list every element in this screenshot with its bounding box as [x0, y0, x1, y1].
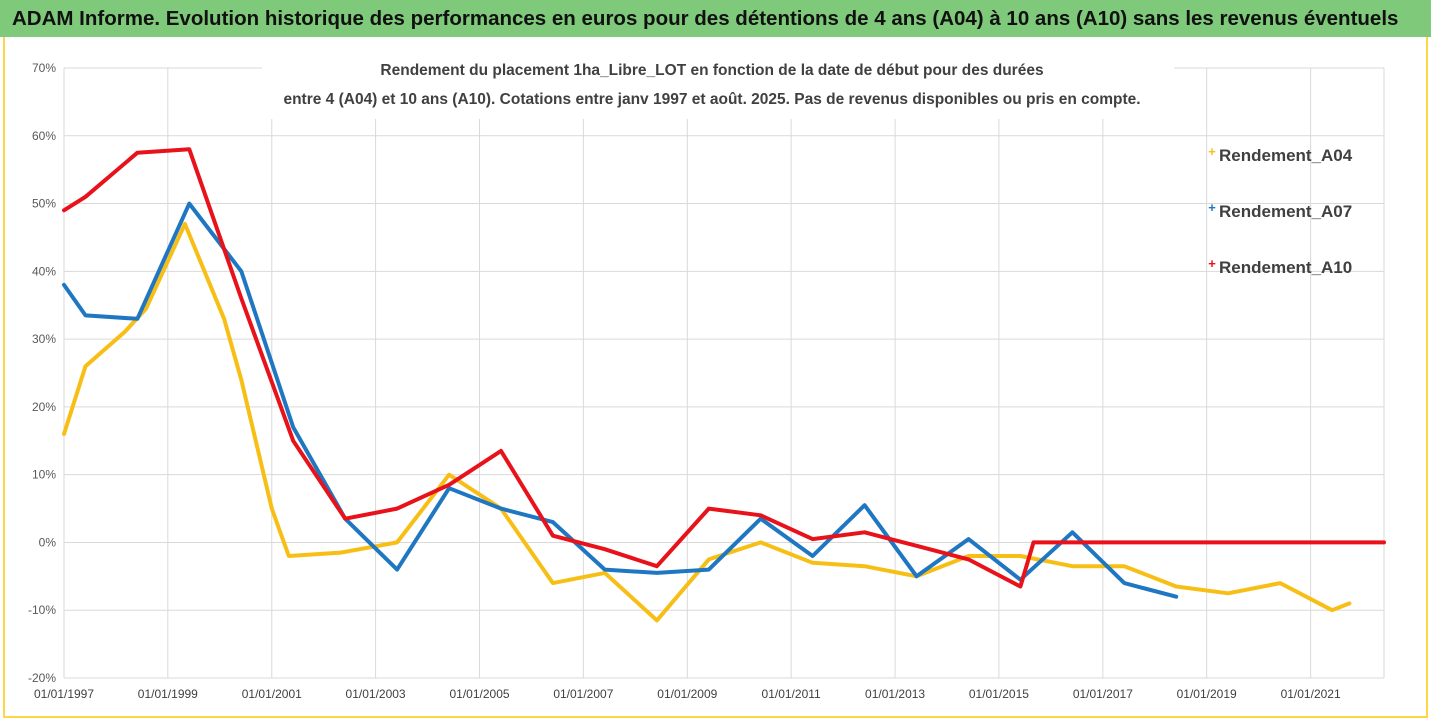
line-chart: 70% 60% 50% 40% 30% 20% 10% 0% -10% -20% 01/01/19…	[28, 49, 1386, 701]
y-tick-label: 20%	[32, 400, 56, 414]
legend-marker-a07: +	[1208, 200, 1216, 215]
chart-title-line2: entre 4 (A04) et 10 ans (A10). Cotations…	[283, 91, 1140, 108]
x-axis-tick-labels: 01/01/1997 01/01/1999 01/01/2001 01/01/2003…	[34, 687, 1341, 701]
x-tick-label: 01/01/2001	[242, 687, 302, 701]
series-line-a04	[62, 221, 1352, 623]
legend-background	[1176, 49, 1386, 297]
y-tick-label: 70%	[32, 61, 56, 75]
legend-label-a04: Rendement_A04	[1219, 146, 1353, 165]
x-tick-label: 01/01/2015	[969, 687, 1029, 701]
chart-frame	[3, 37, 1428, 718]
y-tick-label: 50%	[32, 197, 56, 211]
x-tick-label: 01/01/1997	[34, 687, 94, 701]
y-tick-label: 30%	[32, 332, 56, 346]
y-tick-label: -10%	[28, 603, 56, 617]
x-tick-label: 01/01/2013	[865, 687, 925, 701]
x-tick-label: 01/01/2007	[553, 687, 613, 701]
legend-label-a07: Rendement_A07	[1219, 202, 1352, 221]
y-tick-label: 10%	[32, 468, 56, 482]
x-tick-label: 01/01/2019	[1177, 687, 1237, 701]
y-tick-label: 60%	[32, 129, 56, 143]
x-tick-label: 01/01/1999	[138, 687, 198, 701]
report-banner-title: ADAM Informe. Evolution historique des p…	[0, 0, 1431, 37]
x-tick-label: 01/01/2021	[1281, 687, 1341, 701]
title-background	[262, 55, 1174, 119]
chart-legend: + Rendement_A04+ Rendement_A07+ Rendement_A…	[1208, 144, 1353, 277]
x-tick-label: 01/01/2017	[1073, 687, 1133, 701]
x-tick-label: 01/01/2003	[346, 687, 406, 701]
legend-marker-a04: +	[1208, 144, 1216, 159]
y-tick-label: 0%	[39, 535, 57, 549]
chart-title-line1: Rendement du placement 1ha_Libre_LOT en …	[380, 62, 1043, 79]
x-tick-label: 01/01/2009	[657, 687, 717, 701]
legend-label-a10: Rendement_A10	[1219, 258, 1352, 277]
series-line-a10	[62, 147, 1386, 589]
x-tick-label: 01/01/2011	[762, 687, 821, 701]
legend-marker-a10: +	[1208, 256, 1216, 271]
x-tick-label: 01/01/2005	[450, 687, 510, 701]
y-tick-label: 40%	[32, 264, 56, 278]
chart-series	[62, 147, 1386, 623]
y-axis-tick-labels: 70% 60% 50% 40% 30% 20% 10% 0% -10% -20%	[28, 61, 56, 685]
y-tick-label: -20%	[28, 671, 56, 685]
